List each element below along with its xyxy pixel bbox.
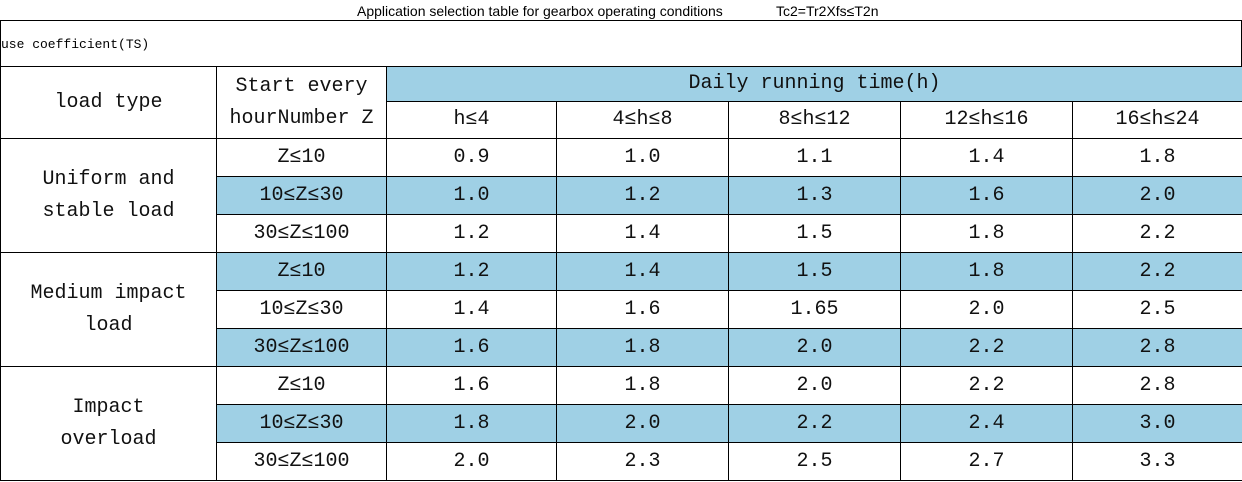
value: 1.8 [386,404,557,443]
value: 2.0 [728,328,901,367]
data-row: Medium impact load Z≤10 1.2 1.4 1.5 1.8 2.2 [0,252,1242,367]
data-row: Uniform and stable load Z≤10 0.9 1.0 1.1 1.4 1… [0,138,1242,253]
value: 1.8 [900,214,1073,253]
header-cell: Start every hourNumber Z [216,66,387,139]
value: 1.4 [556,252,729,291]
title-bar: Application selection table for gearbox … [0,0,1242,20]
starts: 10≤Z≤30 [216,404,387,443]
header-cell: load type [0,66,217,139]
value: 2.0 [1072,176,1242,215]
starts: Z≤10 [216,366,387,405]
value: 3.3 [1072,442,1242,481]
value: 1.2 [386,214,557,253]
data-row: 10≤Z≤30 1.4 1.6 1.65 2.0 2.5 [1,290,1242,329]
value: 2.3 [556,442,729,481]
value: 2.2 [900,366,1073,405]
header-cell: 16≤h≤24 [1072,101,1242,139]
value: 1.4 [556,214,729,253]
value: 2.2 [1072,214,1242,253]
header-cell: h≤4 [386,101,557,139]
value: 1.2 [386,252,557,291]
value: 2.0 [386,442,557,481]
data-row: 10≤Z≤30 1.0 1.2 1.3 1.6 2.0 [1,176,1242,215]
header-cell: 8≤h≤12 [728,101,901,139]
subtitle: use coefficient(TS) [0,20,1242,67]
value: 2.2 [900,328,1073,367]
value: 2.0 [728,366,901,405]
value: 2.2 [1072,252,1242,291]
value: 1.6 [386,366,557,405]
value: 1.3 [728,176,901,215]
title: Application selection table for gearbox … [357,3,723,19]
formula: Tc2=Tr2Xfs≤T2n [776,3,879,19]
starts: 10≤Z≤30 [216,290,387,329]
value: 2.8 [1072,328,1242,367]
table: load type Start every hourNumber Z Daily… [0,66,1242,481]
value: 1.5 [728,214,901,253]
starts: 30≤Z≤100 [216,328,387,367]
load-type: Uniform and stable load [0,138,217,253]
value: 1.8 [556,328,729,367]
value: 1.6 [556,290,729,329]
starts: Z≤10 [216,138,387,177]
value: 1.1 [728,138,901,177]
value: 2.5 [1072,290,1242,329]
value: 1.6 [900,176,1073,215]
value: 1.4 [900,138,1073,177]
starts: 10≤Z≤30 [216,176,387,215]
load-type: Medium impact load [0,252,217,367]
value: 2.2 [728,404,901,443]
value: 2.0 [556,404,729,443]
value: 1.65 [728,290,901,329]
value: 1.4 [386,290,557,329]
value: 2.8 [1072,366,1242,405]
value: 3.0 [1072,404,1242,443]
header-cell: 12≤h≤16 [900,101,1073,139]
header-cell: Daily running time(h) [386,66,1242,102]
subtitle-text: use coefficient(TS) [1,37,150,52]
header-cell: 4≤h≤8 [556,101,729,139]
value: 1.8 [1072,138,1242,177]
starts: Z≤10 [216,252,387,291]
data-row: 30≤Z≤100 1.2 1.4 1.5 1.8 2.2 [1,214,1242,253]
value: 1.0 [386,176,557,215]
value: 1.8 [900,252,1073,291]
data-row: 10≤Z≤30 1.8 2.0 2.2 2.4 3.0 [1,404,1242,443]
value: 0.9 [386,138,557,177]
value: 1.0 [556,138,729,177]
value: 1.5 [728,252,901,291]
value: 2.7 [900,442,1073,481]
value: 1.8 [556,366,729,405]
value: 1.6 [386,328,557,367]
starts: 30≤Z≤100 [216,442,387,481]
load-type: Impact overload [0,366,217,481]
data-row: 30≤Z≤100 2.0 2.3 2.5 2.7 3.3 [1,442,1242,481]
header-row: load type Start every hourNumber Z Daily… [0,66,1242,139]
value: 2.0 [900,290,1073,329]
value: 2.5 [728,442,901,481]
value: 1.2 [556,176,729,215]
value: 2.4 [900,404,1073,443]
data-row: Impact overload Z≤10 1.6 1.8 2.0 2.2 2.8 [0,366,1242,481]
header-row: h≤4 4≤h≤8 8≤h≤12 12≤h≤16 16≤h≤24 [1,101,1242,139]
starts: 30≤Z≤100 [216,214,387,253]
